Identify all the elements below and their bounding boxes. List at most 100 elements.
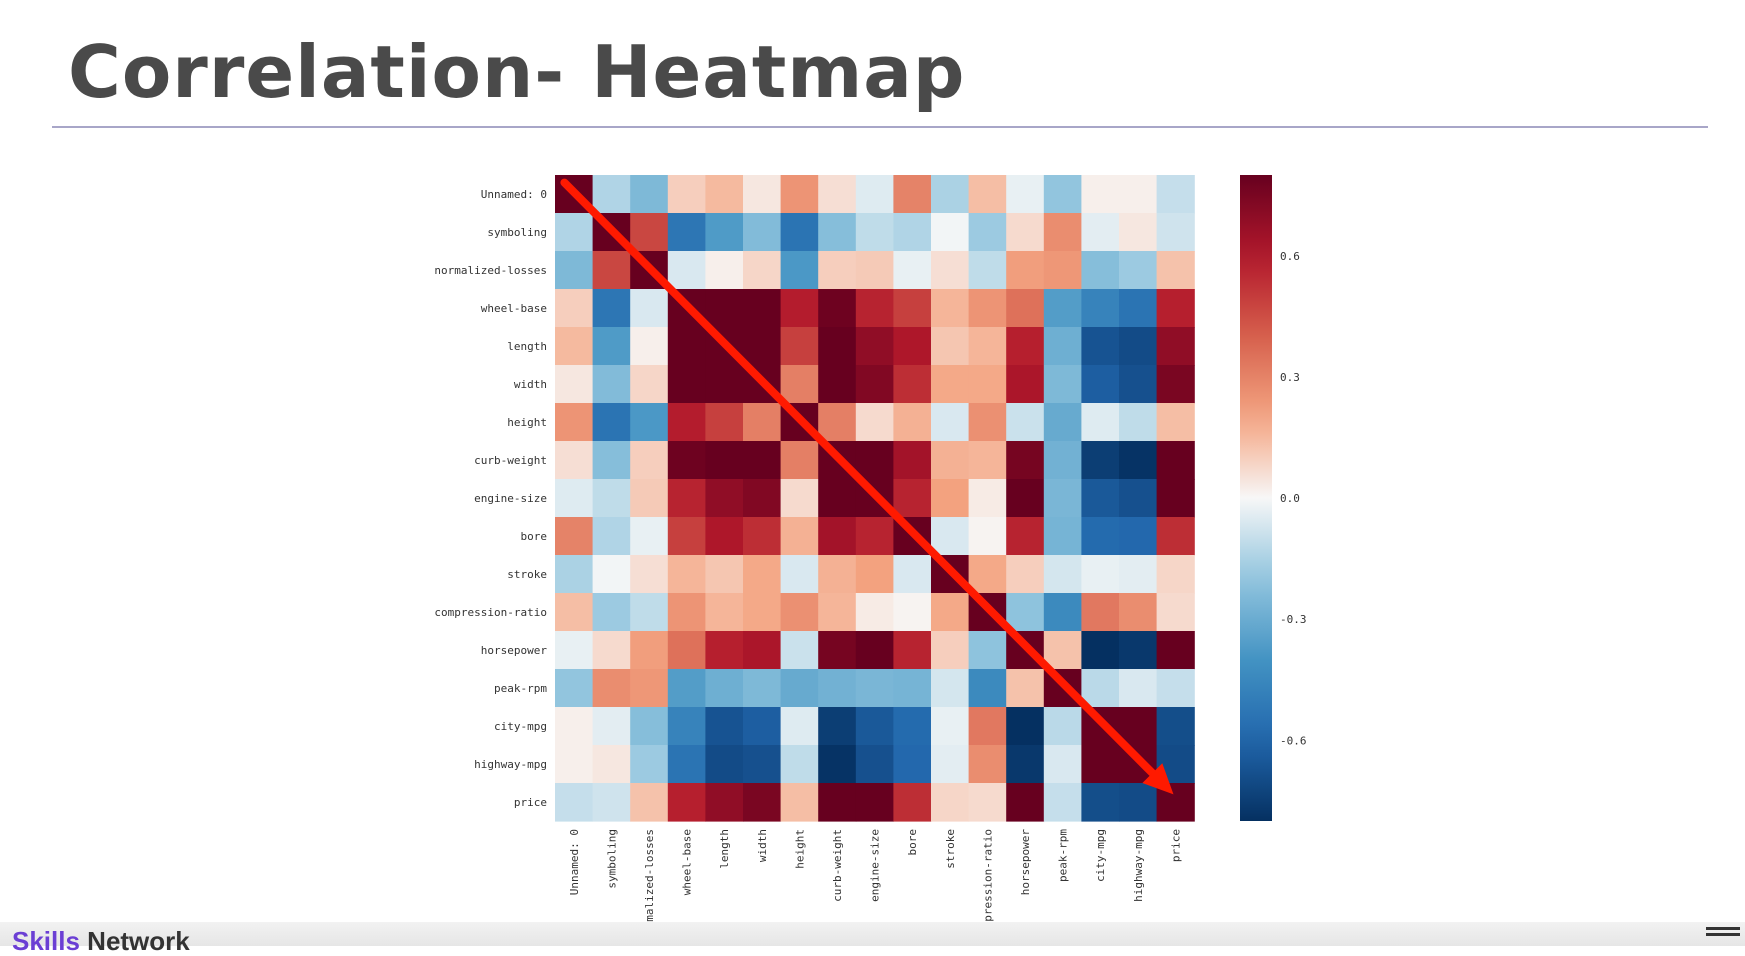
heatmap-cell [780, 707, 819, 746]
heatmap-cell [1119, 479, 1158, 518]
heatmap-cell [1119, 365, 1158, 404]
heatmap-cell [1156, 327, 1195, 366]
heatmap-cell [931, 213, 970, 252]
heatmap-cell [893, 403, 932, 442]
heatmap-cell [1043, 213, 1082, 252]
heatmap-cell [818, 251, 857, 290]
x-tick-label: price [1169, 829, 1182, 862]
heatmap-cell [931, 593, 970, 632]
y-tick-label: engine-size [474, 492, 547, 505]
heatmap-cell [931, 251, 970, 290]
heatmap-cell [818, 479, 857, 518]
heatmap-cell [1006, 745, 1045, 784]
slide-title: Correlation- Heatmap [68, 30, 966, 114]
heatmap-cell [555, 213, 594, 252]
heatmap-cell [630, 327, 669, 366]
heatmap-cell [1043, 745, 1082, 784]
heatmap-cell [931, 631, 970, 670]
heatmap-cell [1156, 479, 1195, 518]
heatmap-cell [818, 289, 857, 328]
heatmap-cell [592, 175, 631, 214]
heatmap-cell [1156, 251, 1195, 290]
heatmap-cell [855, 251, 894, 290]
heatmap-cell [630, 783, 669, 822]
hamburger-icon[interactable] [1706, 927, 1740, 943]
heatmap-cell [893, 593, 932, 632]
heatmap-cell [1119, 213, 1158, 252]
heatmap-cell [743, 555, 782, 594]
heatmap-cell [855, 593, 894, 632]
heatmap-cell [667, 441, 706, 480]
heatmap-cell [1043, 251, 1082, 290]
heatmap-cell [667, 669, 706, 708]
heatmap-cell [1043, 175, 1082, 214]
x-tick-label: highway-mpg [1132, 829, 1145, 902]
heatmap-cell [1006, 365, 1045, 404]
heatmap-cell [1006, 517, 1045, 556]
heatmap-cell [705, 555, 744, 594]
x-tick-label: bore [906, 829, 919, 856]
heatmap-cell [893, 669, 932, 708]
heatmap-cell [855, 327, 894, 366]
x-tick-label: normalized-losses [643, 829, 656, 922]
heatmap-cell [630, 441, 669, 480]
y-tick-label: normalized-losses [434, 264, 547, 277]
heatmap-cell [1119, 555, 1158, 594]
heatmap-cell [1119, 289, 1158, 328]
heatmap-cell [1081, 745, 1120, 784]
heatmap-cell [555, 707, 594, 746]
heatmap-cell [780, 783, 819, 822]
brand-text-network: Network [79, 926, 190, 956]
heatmap-cell [893, 707, 932, 746]
y-tick-label: Unnamed: 0 [481, 188, 547, 201]
heatmap-cell [1043, 365, 1082, 404]
heatmap-cell [1006, 213, 1045, 252]
heatmap-cell [855, 441, 894, 480]
heatmap-cell [1043, 441, 1082, 480]
heatmap-cell [780, 289, 819, 328]
heatmap-cell [743, 441, 782, 480]
heatmap-cell [818, 669, 857, 708]
heatmap-cell [931, 365, 970, 404]
heatmap-cell [1119, 707, 1158, 746]
heatmap-cell [855, 745, 894, 784]
heatmap-cell [818, 707, 857, 746]
heatmap-cell [555, 631, 594, 670]
colorbar-tick-label: 0.3 [1280, 371, 1300, 384]
heatmap-cell [780, 745, 819, 784]
heatmap-cell [893, 479, 932, 518]
heatmap-cell [743, 403, 782, 442]
heatmap-cell [743, 707, 782, 746]
heatmap-cell [555, 669, 594, 708]
heatmap-cell [630, 555, 669, 594]
heatmap-cell [743, 593, 782, 632]
heatmap-cell [1043, 327, 1082, 366]
x-tick-label: Unnamed: 0 [568, 829, 581, 895]
heatmap-cell [893, 555, 932, 594]
heatmap-cell [931, 783, 970, 822]
colorbar-tick-label: 0.0 [1280, 492, 1300, 505]
heatmap-cell [780, 251, 819, 290]
x-tick-label: stroke [944, 829, 957, 869]
heatmap-cell [592, 289, 631, 328]
heatmap-cell [592, 327, 631, 366]
y-tick-label: horsepower [481, 644, 548, 657]
brand-text-skills: Skills [12, 926, 80, 956]
heatmap-cell [1156, 593, 1195, 632]
heatmap-cell [1119, 631, 1158, 670]
heatmap-cell [1081, 403, 1120, 442]
heatmap-cell [818, 175, 857, 214]
heatmap-cell [555, 479, 594, 518]
heatmap-cell [555, 783, 594, 822]
heatmap-cell [705, 631, 744, 670]
heatmap-cell [1119, 441, 1158, 480]
heatmap-cell [705, 707, 744, 746]
heatmap-cell [893, 783, 932, 822]
heatmap-cell [743, 289, 782, 328]
heatmap-cell [1043, 707, 1082, 746]
heatmap-cell [630, 175, 669, 214]
heatmap-cell [1006, 479, 1045, 518]
heatmap-cell [780, 365, 819, 404]
heatmap-cell [630, 593, 669, 632]
heatmap-cell [743, 517, 782, 556]
